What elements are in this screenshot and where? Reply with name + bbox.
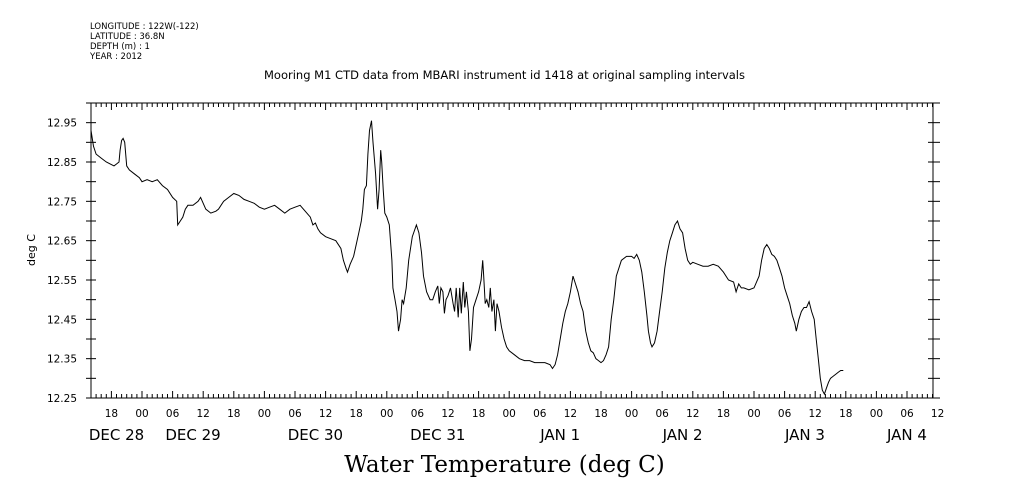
x-tick-label: 00 <box>380 408 393 420</box>
x-tick-label: 00 <box>258 408 271 420</box>
plot-frame <box>90 102 934 399</box>
y-tick-label: 12.45 <box>47 314 77 326</box>
x-tick-label: 06 <box>166 408 180 420</box>
x-day-label: JAN 1 <box>539 426 580 444</box>
x-tick-label: 18 <box>350 408 363 420</box>
y-tick-label: 12.95 <box>47 118 77 130</box>
x-tick-label: 18 <box>227 408 240 420</box>
x-tick-label: 12 <box>441 408 454 420</box>
x-day-label: DEC 31 <box>410 426 465 444</box>
x-tick-label: 06 <box>778 408 792 420</box>
x-tick-label: 06 <box>656 408 670 420</box>
x-tick-label: 12 <box>319 408 332 420</box>
y-tick-label: 12.55 <box>47 275 77 287</box>
series-line <box>90 120 844 396</box>
y-tick-label: 12.75 <box>47 196 77 208</box>
x-day-label: DEC 28 <box>89 426 144 444</box>
y-tick-label: 12.65 <box>47 236 77 248</box>
x-tick-label: 00 <box>625 408 638 420</box>
longitude-label: LONGITUDE : 122W(-122) <box>90 22 199 32</box>
y-tick-label: 12.35 <box>47 354 77 366</box>
x-tick-label: 00 <box>870 408 883 420</box>
x-tick-label: 18 <box>594 408 607 420</box>
x-day-label: DEC 30 <box>288 426 343 444</box>
x-tick-label: 00 <box>747 408 760 420</box>
x-tick-label: 06 <box>288 408 302 420</box>
x-tick-label: 18 <box>472 408 485 420</box>
x-day-label: JAN 3 <box>784 426 825 444</box>
year-label: YEAR : 2012 <box>90 52 143 62</box>
x-tick-label: 12 <box>197 408 210 420</box>
y-tick-label: 12.25 <box>47 393 77 405</box>
x-tick-label: 18 <box>105 408 118 420</box>
x-tick-label: 18 <box>717 408 730 420</box>
x-tick-label: 00 <box>135 408 148 420</box>
x-tick-label: 06 <box>533 408 547 420</box>
depth-label: DEPTH (m) : 1 <box>90 42 150 52</box>
x-tick-label: 06 <box>411 408 425 420</box>
metadata-block: LONGITUDE : 122W(-122) LATITUDE : 36.8N … <box>90 22 199 62</box>
latitude-label: LATITUDE : 36.8N <box>90 32 165 42</box>
x-tick-label: 12 <box>564 408 577 420</box>
y-axis-title: deg C <box>25 234 38 266</box>
x-day-label: JAN 2 <box>662 426 703 444</box>
x-tick-label: 12 <box>809 408 822 420</box>
chart-title: Mooring M1 CTD data from MBARI instrumen… <box>264 68 745 82</box>
x-axis-title: Water Temperature (deg C) <box>344 452 665 478</box>
x-tick-label: 00 <box>503 408 516 420</box>
x-day-label: DEC 29 <box>165 426 220 444</box>
x-day-label: JAN 4 <box>886 426 927 444</box>
x-tick-label: 06 <box>900 408 914 420</box>
x-tick-label: 12 <box>686 408 699 420</box>
x-tick-label: 12 <box>931 408 944 420</box>
x-tick-label: 18 <box>839 408 852 420</box>
y-tick-label: 12.85 <box>47 157 77 169</box>
